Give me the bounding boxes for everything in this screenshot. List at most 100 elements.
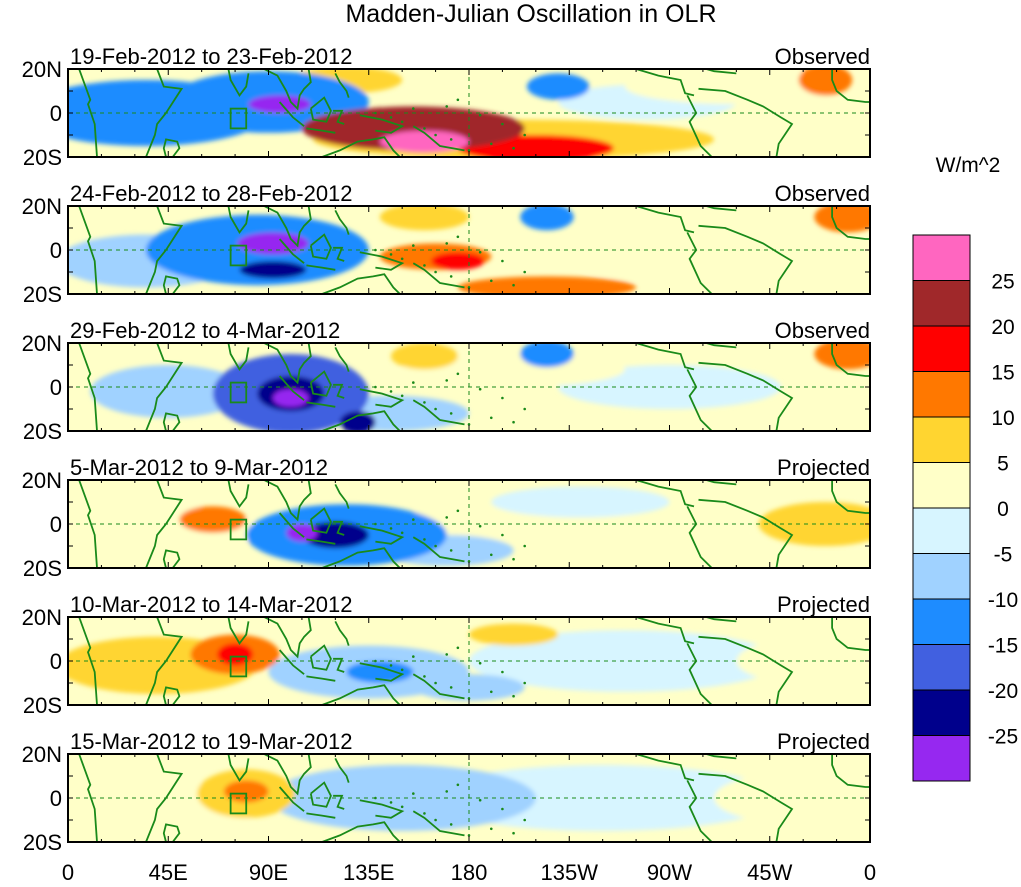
colorbar-level-label: -20	[988, 680, 1018, 703]
anomaly-positive	[798, 69, 853, 96]
y-tick-label: 0	[50, 101, 62, 126]
panel-date-range: 15-Mar-2012 to 19-Mar-2012	[70, 729, 352, 754]
anomaly-positive	[814, 206, 870, 233]
colorbar-swatch	[912, 644, 971, 691]
anomaly-positive	[457, 276, 637, 294]
y-tick-label: 20S	[23, 145, 62, 170]
panel-date-range: 10-Mar-2012 to 14-Mar-2012	[70, 592, 352, 617]
panel-5: 20N 0 20S 10-Mar-2012 to 14-Mar-2012 Project…	[22, 592, 871, 718]
x-axis: 0 45E 90E 135E 180 135W 90W 45W 0	[62, 860, 876, 885]
panel-date-range: 19-Feb-2012 to 23-Feb-2012	[70, 44, 353, 69]
y-tick-label: 0	[50, 786, 62, 811]
anomaly-negative	[339, 411, 376, 431]
y-tick-label: 0	[50, 649, 62, 674]
y-tick-label: 20N	[22, 331, 62, 356]
coastlines	[78, 206, 870, 294]
x-tick-label: 180	[451, 860, 488, 885]
y-tick-label: 0	[50, 375, 62, 400]
y-tick-label: 20S	[23, 282, 62, 307]
colorbar-swatch	[912, 735, 971, 782]
anomaly-negative	[248, 95, 311, 113]
colorbar-swatch	[912, 598, 971, 645]
panel-status: Projected	[777, 592, 870, 617]
x-tick-label: 90W	[647, 860, 692, 885]
panel-date-range: 24-Feb-2012 to 28-Feb-2012	[70, 181, 353, 206]
anomaly-positive	[814, 343, 870, 370]
anomaly-positive	[223, 780, 269, 803]
colorbar-level-label: -5	[994, 544, 1013, 567]
x-tick-label: 135W	[541, 860, 599, 885]
anomaly-positive	[379, 206, 469, 231]
x-tick-label: 90E	[249, 860, 288, 885]
colorbar-swatch	[912, 234, 971, 281]
y-tick-label: 0	[50, 512, 62, 537]
y-tick-label: 20N	[22, 468, 62, 493]
y-tick-label: 20S	[23, 419, 62, 444]
region-box-marker	[229, 655, 248, 678]
colorbar-units: W/m^2	[936, 154, 1001, 177]
y-tick-label: 20N	[22, 742, 62, 767]
y-tick-label: 20S	[23, 556, 62, 581]
region-box-marker	[229, 244, 248, 267]
anomaly-positive	[736, 639, 870, 683]
anomaly-positive	[469, 623, 559, 646]
colorbar-swatch	[912, 553, 971, 600]
panel-status: Projected	[777, 455, 870, 480]
y-tick-label: 20N	[22, 605, 62, 630]
anomaly-negative	[469, 630, 781, 692]
colorbar-swatch	[912, 416, 971, 463]
panel-date-range: 29-Feb-2012 to 4-Mar-2012	[70, 318, 340, 343]
panel-6: 20N 0 20S 15-Mar-2012 to 19-Mar-2012 Project…	[22, 729, 871, 855]
anomaly-positive	[558, 217, 826, 283]
colorbar-level-label: 5	[997, 453, 1009, 476]
anomaly-positive	[431, 252, 485, 270]
x-tick-label: 45E	[149, 860, 188, 885]
anomaly-negative	[491, 486, 670, 518]
panel-1: 20N 0 20S 19-Feb-2012 to 23-Feb-2012 Observe…	[22, 44, 871, 170]
y-tick-label: 20N	[22, 194, 62, 219]
anomaly-negative	[90, 365, 247, 418]
x-tick-label: 45W	[747, 860, 792, 885]
colorbar-level-label: -15	[988, 635, 1018, 658]
colorbar: W/m^2 25 20 15 10 5 0 -5 -10 -15 -20 -25	[912, 154, 1018, 782]
y-tick-label: 0	[50, 238, 62, 263]
panel-3: 20N 0 20S 29-Feb-2012 to 4-Mar-2012 Observed	[22, 318, 871, 444]
region-box-marker	[229, 381, 248, 404]
region-box-marker	[229, 107, 248, 130]
colorbar-swatch	[912, 689, 971, 736]
x-tick-label: 0	[864, 860, 876, 885]
colorbar-swatch	[912, 371, 971, 418]
anomaly-positive	[624, 69, 848, 105]
colorbar-level-label: -10	[988, 589, 1018, 612]
region-box-marker	[229, 518, 248, 541]
x-tick-label: 0	[62, 860, 74, 885]
colorbar-level-label: 20	[991, 316, 1014, 339]
colorbar-swatch	[912, 462, 971, 509]
panel-4: 20N 0 20S 5-Mar-2012 to 9-Mar-2012 Projected	[22, 455, 871, 581]
colorbar-level-label: 0	[997, 498, 1009, 521]
anomaly-negative	[520, 206, 574, 231]
y-tick-label: 20S	[23, 693, 62, 718]
colorbar-swatch	[912, 280, 971, 327]
y-tick-label: 20S	[23, 830, 62, 855]
panel-status: Observed	[775, 44, 870, 69]
colorbar-swatch	[912, 325, 971, 372]
colorbar-level-label: 10	[991, 407, 1014, 430]
anomaly-negative	[526, 73, 590, 100]
coastlines	[78, 69, 870, 157]
coastlines	[78, 617, 870, 705]
anomaly-negative	[272, 389, 309, 407]
y-tick-label: 20N	[22, 57, 62, 82]
colorbar-level-label: 15	[991, 362, 1014, 385]
anomaly-positive	[391, 343, 458, 370]
chart-title: Madden-Julian Oscillation in OLR	[345, 0, 716, 28]
anomaly-positive	[758, 502, 870, 546]
panel-status: Observed	[775, 181, 870, 206]
panel-status: Projected	[777, 729, 870, 754]
panel-status: Observed	[775, 318, 870, 343]
anomaly-positive	[714, 771, 870, 825]
anomaly-positive	[217, 643, 253, 666]
region-box-marker	[229, 792, 248, 815]
x-tick-label: 135E	[343, 860, 394, 885]
